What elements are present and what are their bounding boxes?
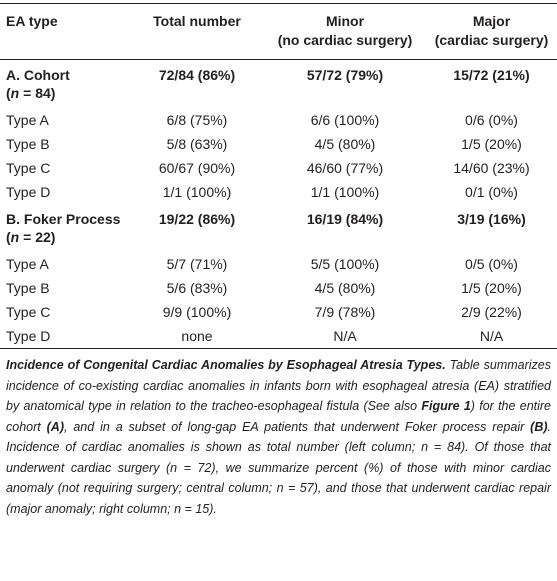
cell: Type B <box>6 280 50 296</box>
cell: 3/19 (16%) <box>457 211 526 227</box>
section-label-text: = 84) <box>19 85 56 101</box>
cell: 1/5 (20%) <box>461 280 522 296</box>
cell: 6/6 (100%) <box>310 112 380 128</box>
section-row: B. Foker Process (n = 22) 19/22 (86%) 16/19… <box>0 204 557 252</box>
cell: Type D <box>6 184 51 200</box>
header-text: Total number <box>153 13 241 29</box>
section-row: A. Cohort (n = 84) 72/84 (86%) 57/72 (79%) 1… <box>0 60 557 109</box>
header-text: Minor <box>325 13 365 29</box>
cell: 72/84 (86%) <box>158 67 236 83</box>
section-label: B. Foker Process (n = 22) <box>0 204 130 252</box>
row: Type A 6/8 (75%) 6/6 (100%) 0/6 (0%) <box>0 108 557 132</box>
cell: 5/8 (63%) <box>166 136 228 152</box>
cell: 0/1 (0%) <box>465 184 518 200</box>
header-text: Major <box>472 13 511 29</box>
caption-ref: (A) <box>46 419 64 434</box>
cell: 1/5 (20%) <box>461 136 522 152</box>
cell: 1/1 (100%) <box>162 184 232 200</box>
header-text: (no cardiac surgery) <box>277 32 413 48</box>
section-label-text: ( <box>6 229 11 245</box>
cell: 46/60 (77%) <box>306 160 384 176</box>
column-header: Major (cardiac surgery) <box>426 4 557 60</box>
caption-text: . Incidence of cardiac anomalies is show… <box>6 419 551 516</box>
column-header: Total number <box>130 4 264 60</box>
table: EA type Total number Minor (no cardiac surg… <box>0 3 557 349</box>
cell: none <box>181 328 213 344</box>
cell: 5/5 (100%) <box>310 256 380 272</box>
section-label-text: = 22) <box>19 229 56 245</box>
caption-text: , and in a subset of long-gap EA patient… <box>63 419 531 434</box>
cell: Type B <box>6 136 50 152</box>
column-header: Minor (no cardiac surgery) <box>264 4 426 60</box>
row: Type D none N/A N/A <box>0 324 557 349</box>
caption-ref: Figure 1 <box>421 399 471 413</box>
caption-title: Incidence of Congenital Cardiac Anomalie… <box>6 358 446 372</box>
column-header: EA type <box>0 4 130 60</box>
cell: 19/22 (86%) <box>158 211 236 227</box>
cell: 4/5 (80%) <box>314 136 376 152</box>
caption: Incidence of Congenital Cardiac Anomalie… <box>6 355 551 519</box>
section-label: A. Cohort (n = 84) <box>0 60 130 109</box>
cell: 2/9 (22%) <box>461 304 522 320</box>
row: Type C 9/9 (100%) 7/9 (78%) 2/9 (22%) <box>0 300 557 324</box>
cell: 14/60 (23%) <box>453 160 530 176</box>
cell: 60/67 (90%) <box>158 160 236 176</box>
header-text: (cardiac surgery) <box>434 32 549 48</box>
row: Type B 5/6 (83%) 4/5 (80%) 1/5 (20%) <box>0 276 557 300</box>
cell: 0/5 (0%) <box>465 256 518 272</box>
body: EA type Total number Minor (no cardiac surg… <box>0 3 557 581</box>
header-row: EA type Total number Minor (no cardiac surg… <box>0 3 557 60</box>
row: Type A 5/7 (71%) 5/5 (100%) 0/5 (0%) <box>0 252 557 276</box>
cell: 57/72 (79%) <box>306 67 384 83</box>
cell: 1/1 (100%) <box>310 184 380 200</box>
cell: 4/5 (80%) <box>314 280 376 296</box>
header-text: EA type <box>6 13 58 29</box>
caption-ref: (B) <box>530 419 548 434</box>
cell: N/A <box>333 328 357 344</box>
row: Type B 5/8 (63%) 4/5 (80%) 1/5 (20%) <box>0 132 557 156</box>
cell: 5/7 (71%) <box>166 256 228 272</box>
caption-text: ) for the entire cohort <box>6 399 552 434</box>
cell: N/A <box>479 328 504 344</box>
cell: 7/9 (78%) <box>314 304 376 320</box>
section-label-text: n <box>10 229 20 245</box>
cell: Type C <box>6 304 51 320</box>
table-body: A. Cohort (n = 84) 72/84 (86%) 57/72 (79%) 1… <box>0 60 557 349</box>
cell: 6/8 (75%) <box>166 112 228 128</box>
cell: Type C <box>6 160 51 176</box>
cell: Type D <box>6 328 51 344</box>
cell: 0/6 (0%) <box>465 112 518 128</box>
cell: Type A <box>6 112 49 128</box>
cell: Type A <box>6 256 49 272</box>
section-label-text: n <box>10 85 20 101</box>
row: Type C 60/67 (90%) 46/60 (77%) 14/60 (23%) <box>0 156 557 180</box>
section-label-text: A. Cohort <box>6 67 70 83</box>
table-head: EA type Total number Minor (no cardiac surg… <box>0 3 557 60</box>
cell: 15/72 (21%) <box>453 67 530 83</box>
section-label-text: ( <box>6 85 11 101</box>
row: Type D 1/1 (100%) 1/1 (100%) 0/1 (0%) <box>0 180 557 204</box>
caption-text: Table summarizes incidence of co-existin… <box>6 358 552 413</box>
cell: 5/6 (83%) <box>166 280 228 296</box>
section-label-text: B. Foker Process <box>6 211 121 227</box>
cell: 16/19 (84%) <box>306 211 384 227</box>
cell: 9/9 (100%) <box>162 304 232 320</box>
